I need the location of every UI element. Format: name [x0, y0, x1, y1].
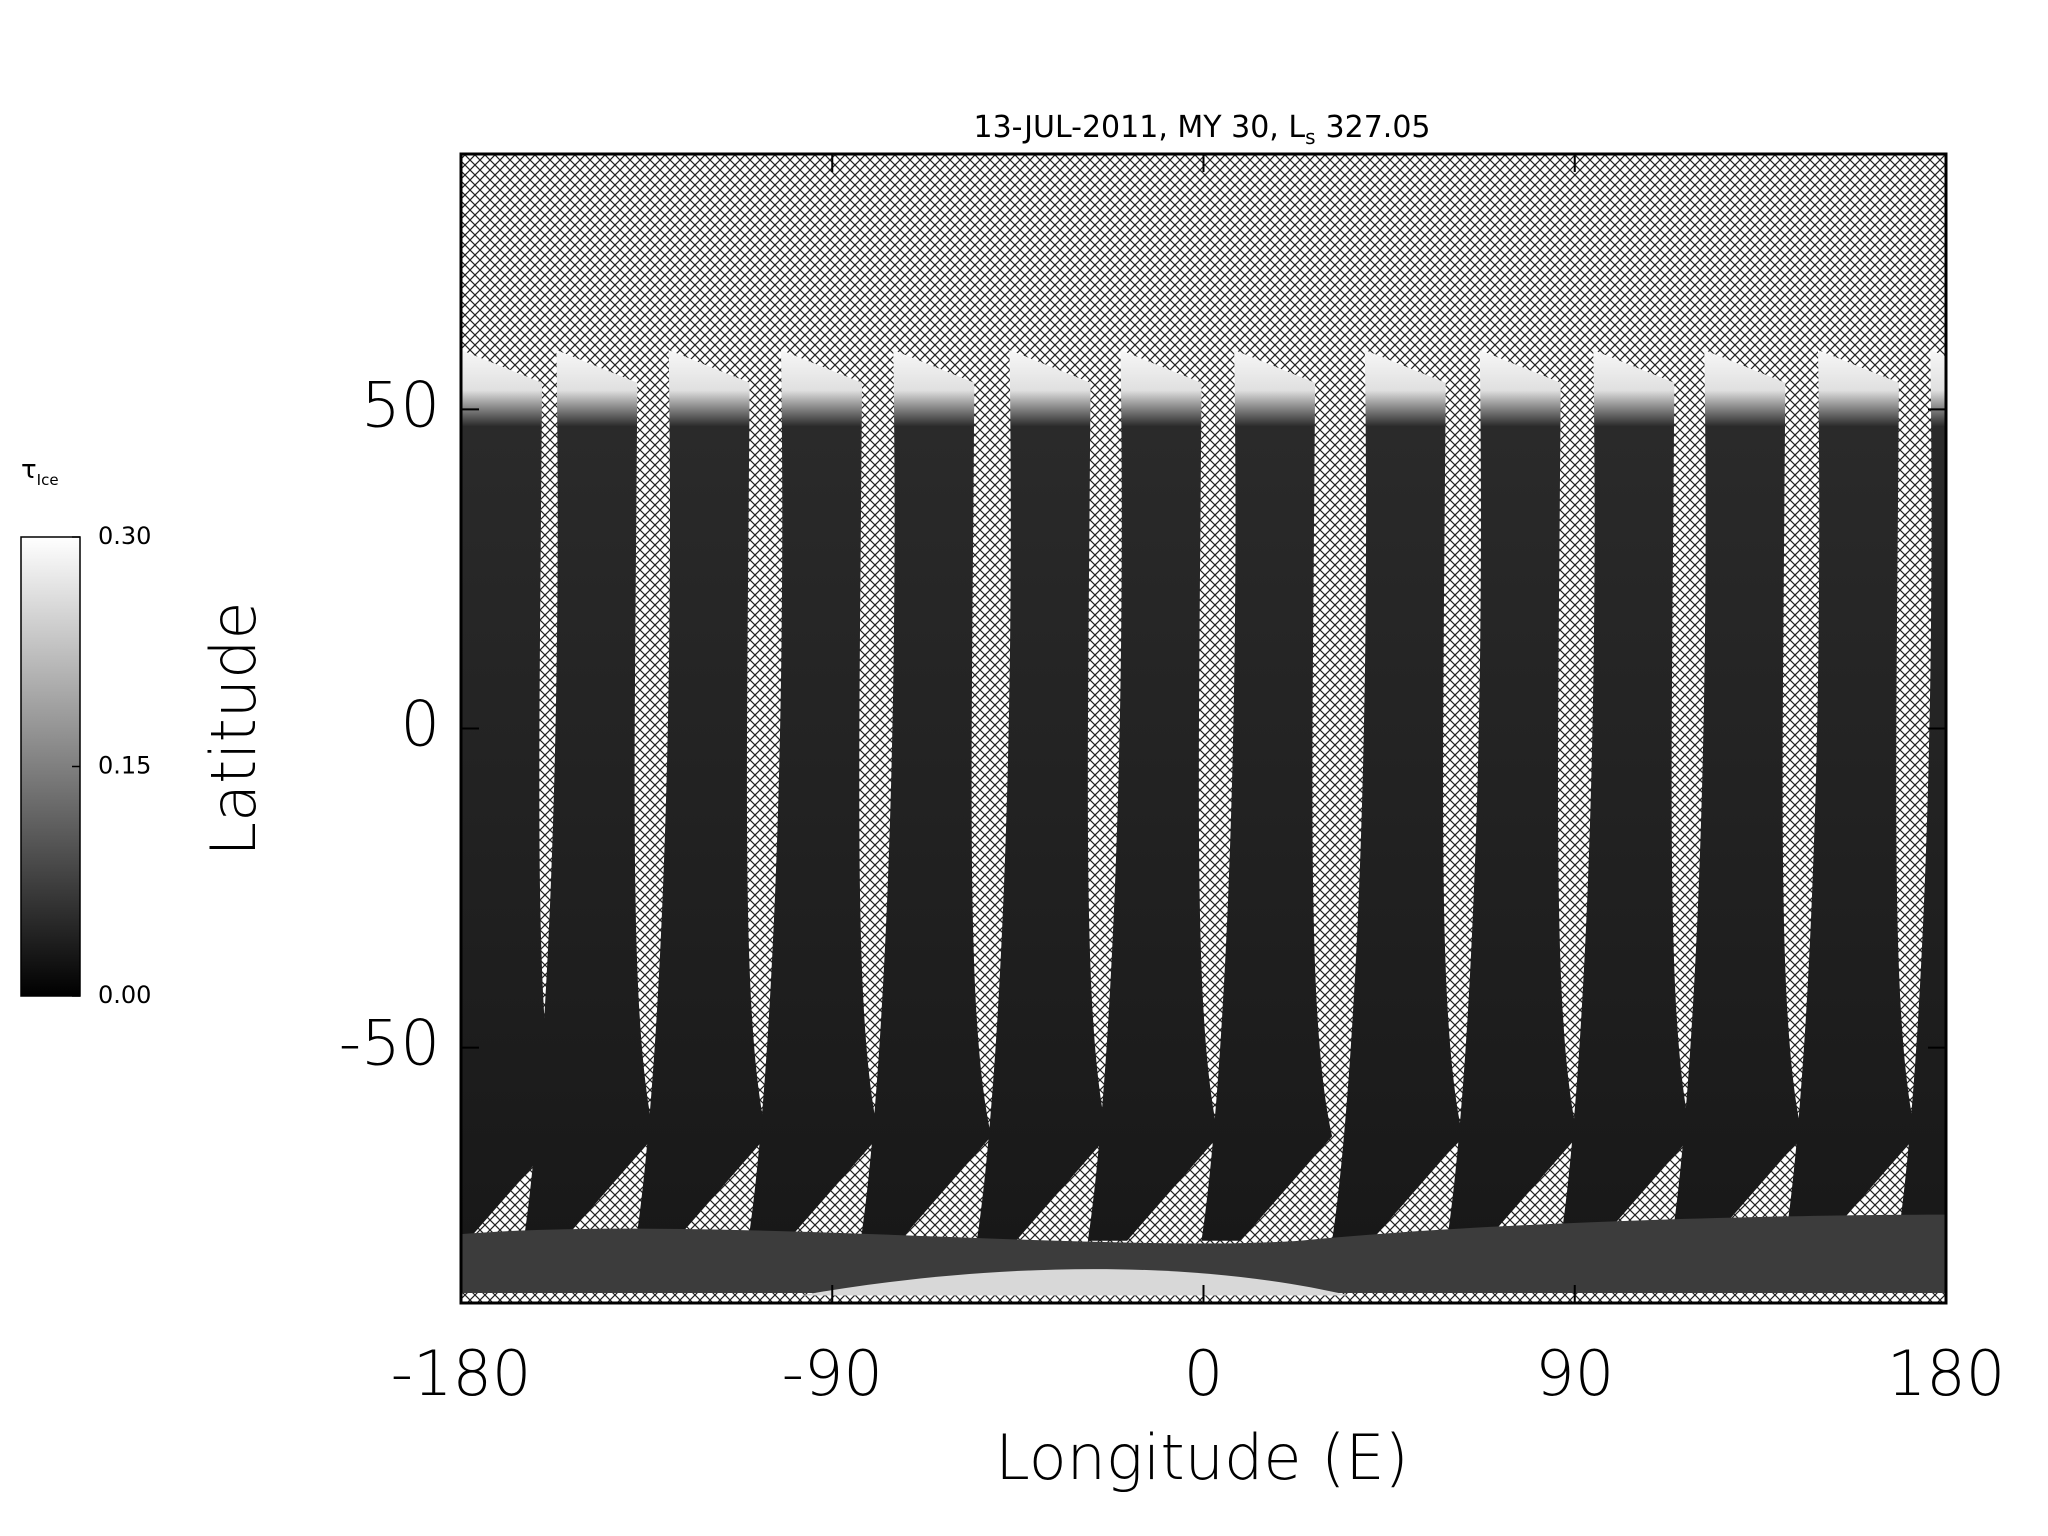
- title-value: 327.05: [1326, 110, 1431, 145]
- plot-area: [315, 152, 1948, 1305]
- y-tick-label: 0: [401, 688, 440, 761]
- swath: [523, 350, 655, 1241]
- x-axis-label: Longitude (E): [995, 1421, 1408, 1494]
- colorbar-tick-label: 0.15: [98, 752, 151, 780]
- swath: [636, 350, 767, 1241]
- y-axis-label: Latitude: [197, 601, 270, 856]
- colorbar-tick-label: 0.00: [98, 981, 151, 1009]
- x-tick-label: 90: [1535, 1337, 1614, 1410]
- swath: [976, 350, 1108, 1241]
- y-tick-label: 50: [361, 368, 440, 441]
- title-subscript: s: [1305, 125, 1315, 149]
- x-tick-label: -90: [782, 1337, 883, 1410]
- chart-title: 13-JUL-2011, MY 30, Ls 327.05: [973, 110, 1430, 149]
- colorbar-label-subscript: Ice: [37, 471, 59, 489]
- swath: [748, 350, 879, 1241]
- swath: [461, 350, 559, 1241]
- y-tick-label: -50: [339, 1007, 440, 1080]
- swath: [1560, 350, 1692, 1241]
- polar-region: [461, 1214, 1946, 1293]
- swaths: [315, 350, 1946, 1296]
- colorbar-tick-label: 0.30: [98, 522, 151, 550]
- swath: [1785, 350, 1916, 1241]
- swath: [1447, 350, 1578, 1241]
- x-tick-label: 0: [1184, 1337, 1223, 1410]
- swath: [1332, 350, 1463, 1241]
- swath: [1897, 350, 1946, 1241]
- swath: [1087, 350, 1219, 1241]
- swath: [1671, 350, 1803, 1241]
- colorbar-label: τIce: [21, 455, 59, 489]
- swath: [315, 350, 446, 1241]
- swath: [1201, 350, 1333, 1241]
- x-tick-label: 180: [1887, 1337, 2005, 1410]
- title-text: 13-JUL-2011, MY 30, L: [973, 110, 1305, 145]
- polar-light: [800, 1269, 1350, 1296]
- colorbar: [20, 536, 81, 997]
- colorbar-label-text: τ: [21, 455, 37, 485]
- x-tick-label: -180: [391, 1337, 532, 1410]
- swath: [860, 350, 992, 1241]
